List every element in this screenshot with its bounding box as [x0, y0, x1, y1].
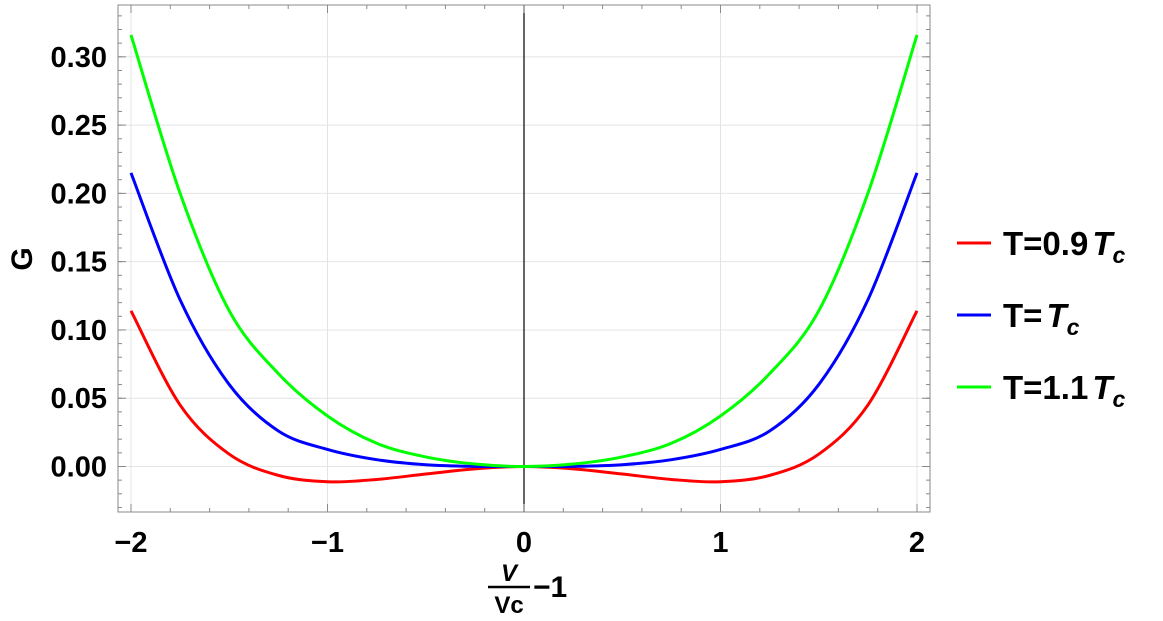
- x-axis-label: V Vc −1: [488, 560, 567, 619]
- x-axis-label-denominator: Vc: [494, 592, 523, 619]
- legend-entry-label: T=0.9 Tc: [1003, 225, 1125, 268]
- y-axis-label: G: [6, 247, 39, 270]
- y-tick-label: 0.30: [51, 42, 107, 74]
- y-tick-label: 0.25: [51, 110, 107, 142]
- x-tick-label: −1: [311, 527, 344, 559]
- x-axis-label-suffix: −1: [533, 571, 567, 604]
- y-tick-label: 0.10: [51, 315, 107, 347]
- x-tick-label: −2: [114, 527, 147, 559]
- legend: T=0.9 Tc T= Tc T=1.1 Tc: [957, 225, 1125, 412]
- y-tick-label: 0.20: [51, 178, 107, 210]
- tick-labels: −2 −1 0 1 2 0.00 0.05 0.10 0.15 0.20 0.25 0.30: [51, 42, 926, 559]
- x-tick-label: 0: [516, 527, 532, 559]
- y-tick-label: 0.15: [51, 247, 107, 279]
- x-tick-label: 1: [712, 527, 728, 559]
- series-line-3: [129, 34, 919, 468]
- y-tick-label: 0.00: [51, 452, 107, 484]
- plot-frame: [117, 4, 931, 513]
- legend-entry-label: T= Tc: [1003, 297, 1080, 340]
- x-axis-label-numerator: V: [501, 560, 519, 587]
- x-tick-label: 2: [909, 527, 925, 559]
- legend-entry-label: T=1.1 Tc: [1003, 369, 1125, 412]
- y-tick-label: 0.05: [51, 383, 107, 415]
- series-lines: [129, 34, 919, 484]
